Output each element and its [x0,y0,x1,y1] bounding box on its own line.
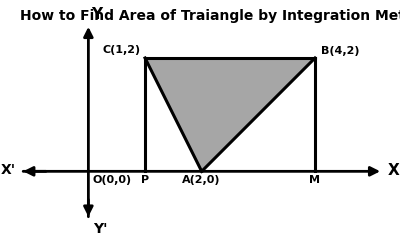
Text: O(0,0): O(0,0) [92,175,132,185]
Text: M: M [310,175,320,185]
Polygon shape [145,58,315,171]
Text: P: P [141,175,149,185]
Text: C(1,2): C(1,2) [103,45,141,55]
Text: A(2,0): A(2,0) [182,175,221,185]
Text: Y': Y' [93,222,108,236]
Text: How to Find Area of Traiangle by Integration Method: How to Find Area of Traiangle by Integra… [20,9,400,23]
Text: Y: Y [91,7,102,22]
Text: X: X [388,163,399,178]
Text: X': X' [1,163,16,177]
Text: B(4,2): B(4,2) [321,46,359,56]
